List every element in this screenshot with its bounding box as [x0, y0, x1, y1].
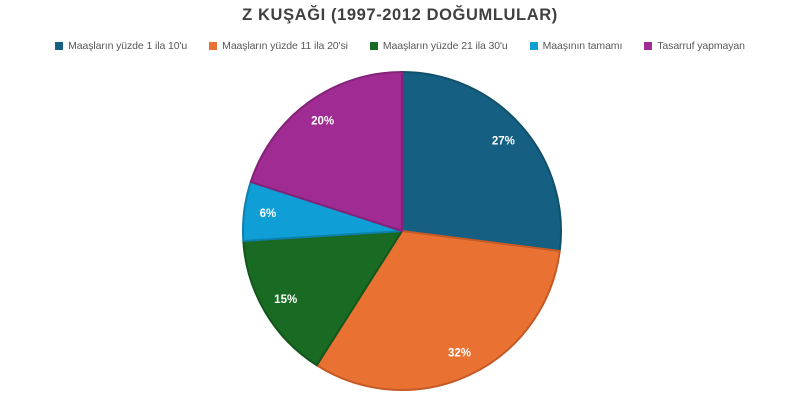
legend-swatch-icon	[55, 42, 64, 50]
legend-item-0: Maaşların yüzde 1 ila 10'u	[55, 40, 187, 52]
slice-label-2: 15%	[274, 294, 297, 306]
slice-label-1: 32%	[448, 347, 471, 359]
legend-label: Tasarruf yapmayan	[657, 40, 745, 52]
slice-label-3: 6%	[260, 208, 277, 220]
legend-item-4: Tasarruf yapmayan	[644, 40, 745, 52]
pie-slice-4	[249, 71, 403, 232]
pie-slice-0	[401, 71, 563, 252]
pie-slice-2	[242, 230, 403, 367]
slice-label-4: 20%	[311, 116, 334, 128]
legend-swatch-icon	[209, 42, 218, 50]
legend-label: Maaşının tamamı	[542, 40, 623, 52]
legend-swatch-icon	[644, 42, 653, 50]
legend-item-2: Maaşların yüzde 21 ila 30'u	[369, 40, 508, 52]
legend-item-3: Maaşının tamamı	[529, 40, 623, 52]
legend-label: Maaşların yüzde 11 ila 20'si	[222, 40, 348, 52]
slice-label-0: 27%	[492, 136, 515, 148]
legend: Maaşların yüzde 1 ila 10'u Maaşların yüzd…	[0, 40, 800, 52]
legend-label: Maaşların yüzde 21 ila 30'u	[382, 40, 508, 52]
pie-chart: 27% 32% 15% 6% 20%	[241, 71, 563, 391]
legend-swatch-icon	[529, 42, 538, 50]
legend-swatch-icon	[369, 42, 378, 50]
legend-label: Maaşların yüzde 1 ila 10'u	[68, 40, 188, 52]
legend-item-1: Maaşların yüzde 11 ila 20'si	[209, 40, 348, 52]
chart-title: Z KUŞAĞI (1997-2012 DOĞUMLULAR)	[242, 6, 558, 24]
